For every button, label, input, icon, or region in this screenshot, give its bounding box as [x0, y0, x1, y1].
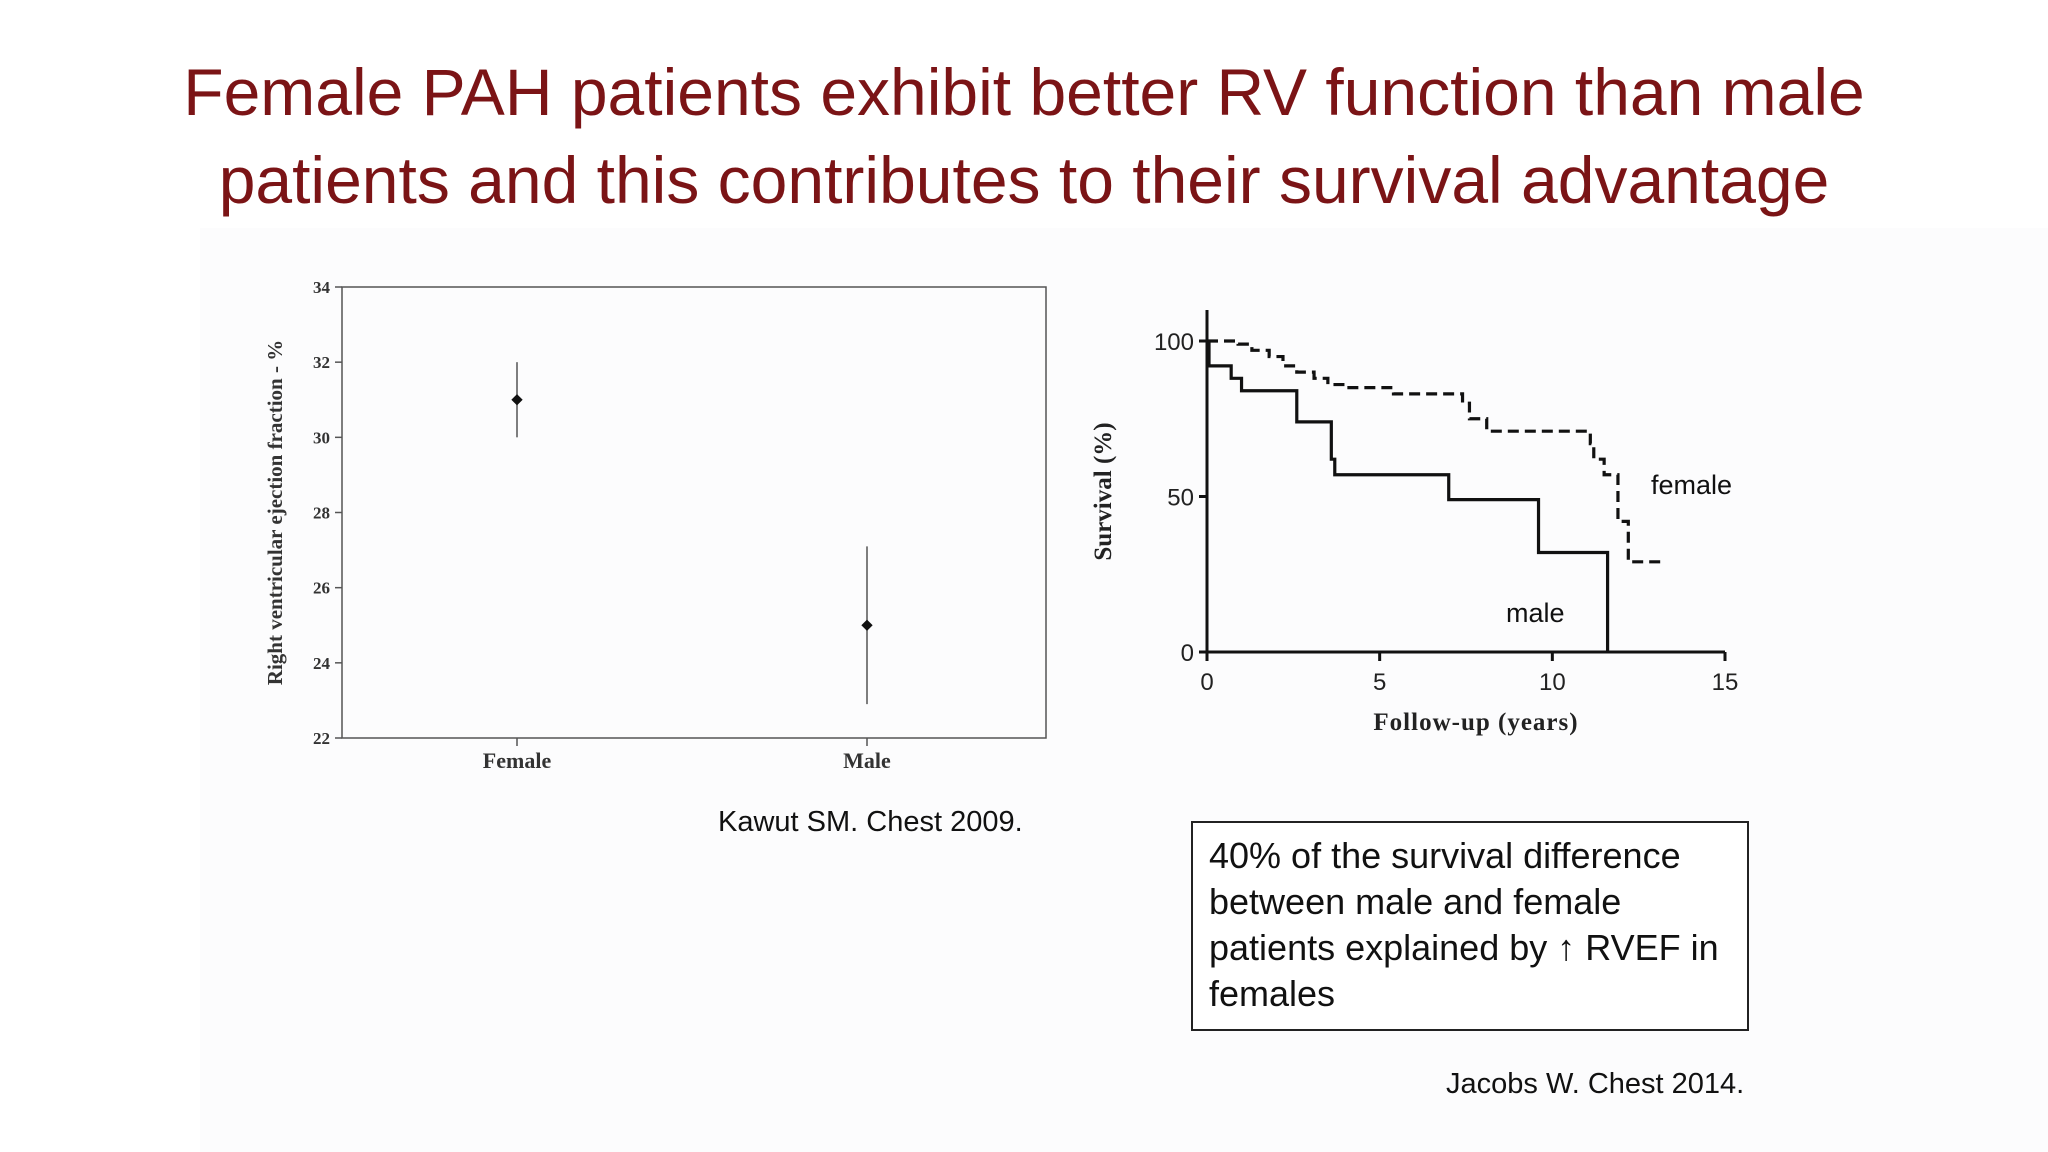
- y-axis-label: Right ventricular ejection fraction - %: [263, 340, 287, 685]
- y-tick-label: 22: [313, 729, 330, 748]
- title-line-2: patients and this contributes to their s…: [218, 143, 1830, 217]
- series-label-male: male: [1506, 598, 1565, 628]
- citation-jacobs: Jacobs W. Chest 2014.: [1446, 1068, 1745, 1100]
- y-tick-label: 100: [1154, 329, 1194, 356]
- x-tick-label-male: Male: [843, 748, 891, 773]
- y-tick-label: 34: [313, 278, 331, 297]
- rvef-explanation-box: 40% of the survival difference between m…: [1191, 821, 1749, 1031]
- y-axis-label: Survival (%): [1090, 422, 1117, 560]
- title-line-1: Female PAH patients exhibit better RV fu…: [183, 55, 1865, 129]
- y-tick-label: 30: [313, 428, 330, 447]
- rvef-explanation-text: 40% of the survival difference between m…: [1209, 835, 1719, 1014]
- survival-curve-male: [1207, 364, 1610, 652]
- mean-point-female: [511, 394, 523, 406]
- x-axis-label: Follow-up (years): [1373, 709, 1578, 736]
- x-tick-label-female: Female: [483, 748, 552, 773]
- x-tick-label: 15: [1712, 669, 1739, 696]
- mean-point-male: [861, 619, 873, 631]
- survival-kaplan-meier-chart: 0 50 100 0 5 10 15 Follow-up (years) Survival (%…: [1090, 310, 1739, 736]
- y-tick-label: 26: [313, 579, 330, 598]
- x-tick-label: 0: [1200, 669, 1213, 696]
- y-tick-label: 32: [313, 353, 330, 372]
- y-tick-label: 28: [313, 504, 330, 523]
- x-tick-label: 5: [1373, 669, 1386, 696]
- plot-frame: [341, 286, 1047, 739]
- citation-kawut: Kawut SM. Chest 2009.: [718, 806, 1023, 838]
- y-tick-label: 50: [1167, 485, 1194, 512]
- series-label-female: female: [1651, 470, 1732, 500]
- y-tick-label: 0: [1181, 640, 1194, 667]
- x-tick-label: 10: [1539, 669, 1566, 696]
- survival-curve-female: [1207, 339, 1663, 564]
- y-tick-label: 24: [313, 654, 331, 673]
- rvef-errorbar-chart: 22 24 26 28 30 32 34 Female Male Right ventricula…: [263, 278, 1047, 773]
- slide-title: Female PAH patients exhibit better RV fu…: [0, 48, 2048, 224]
